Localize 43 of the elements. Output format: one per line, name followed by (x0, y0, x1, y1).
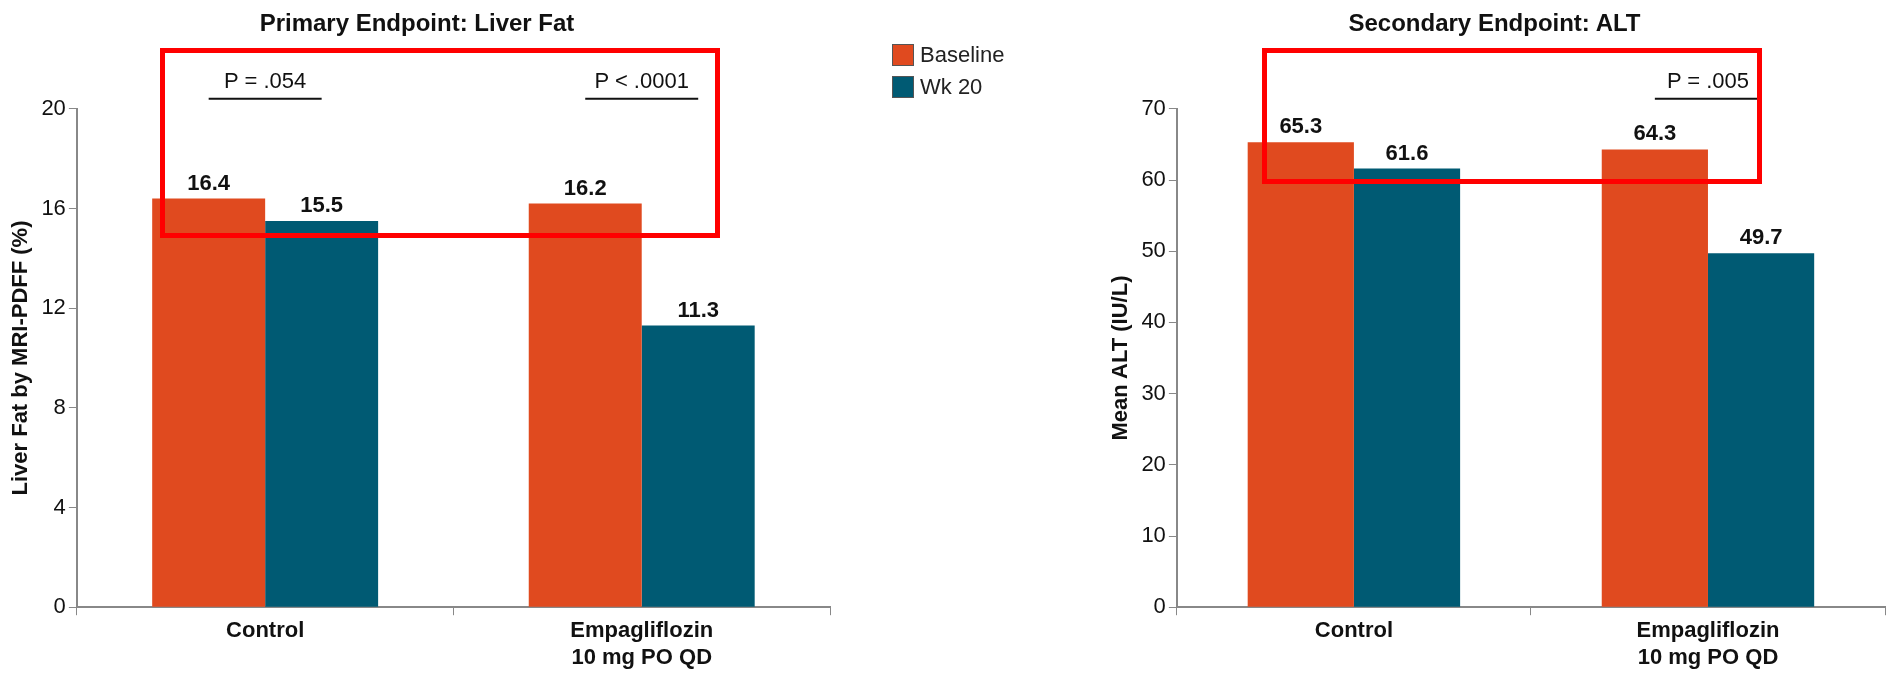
bar (1707, 253, 1815, 607)
bar (1247, 142, 1354, 607)
data-label: 49.7 (1739, 224, 1783, 250)
y-tick-label: 20 (41, 94, 66, 120)
data-label: 16.2 (563, 174, 607, 200)
y-tick-label: 12 (41, 294, 66, 320)
y-tick-label: 0 (53, 593, 66, 619)
data-label: 11.3 (677, 296, 720, 322)
data-label: 16.4 (187, 169, 231, 195)
y-axis-title: Mean ALT (IU/L) (1107, 275, 1133, 441)
bar (1353, 168, 1461, 607)
x-tick-label: Empagliflozin 10 mg PO QD (570, 617, 714, 669)
text: P < .0001 (594, 67, 689, 93)
y-tick-label: 70 (1141, 94, 1166, 120)
y-tick-label: 40 (1141, 308, 1166, 334)
y-tick-label: 10 (1141, 522, 1166, 548)
bar (152, 198, 266, 607)
text: P = .005 (1666, 67, 1750, 93)
bar (528, 203, 642, 607)
text: P = .054 (224, 67, 307, 93)
y-tick-label: 60 (1141, 166, 1166, 192)
y-tick-label: 0 (1153, 593, 1166, 619)
legend-label: Baseline (920, 42, 1005, 68)
chart-title: Secondary Endpoint: ALT (1348, 9, 1641, 37)
bar (1601, 149, 1708, 607)
y-axis-title: Liver Fat by MRI-PDFF (%) (7, 220, 33, 496)
x-tick-label: Empagliflozin 10 mg PO QD (1636, 617, 1780, 669)
data-label: 15.5 (300, 192, 344, 217)
legend-label: Wk 20 (920, 74, 983, 100)
y-tick-label: 50 (1141, 237, 1166, 263)
y-tick-label: 16 (41, 194, 66, 220)
data-label: 65.3 (1279, 113, 1323, 139)
x-tick-label: Control (226, 617, 305, 643)
data-label: 61.6 (1385, 139, 1429, 165)
bar (265, 220, 379, 607)
y-tick-label: 20 (1141, 450, 1166, 476)
y-tick-label: 4 (53, 493, 66, 519)
chart-title: Primary Endpoint: Liver Fat (259, 9, 575, 37)
data-label: 64.3 (1633, 120, 1677, 146)
y-tick-label: 8 (53, 393, 66, 419)
bar (641, 325, 755, 607)
y-tick-label: 30 (1141, 379, 1166, 405)
x-tick-label: Control (1314, 617, 1393, 643)
